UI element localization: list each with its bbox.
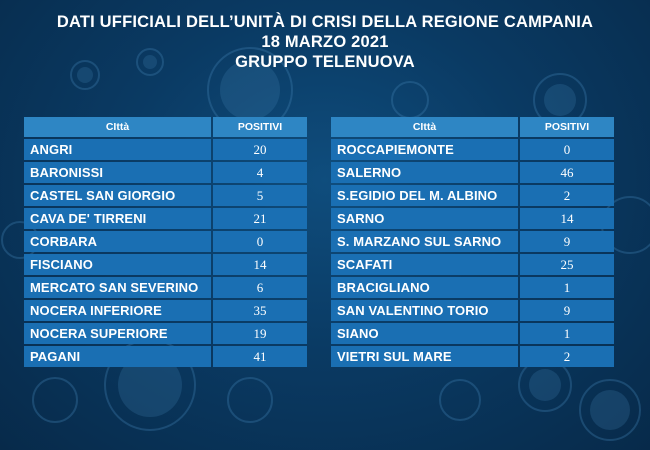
table-row: ANGRI 20 bbox=[24, 139, 307, 160]
city-cell: SAN VALENTINO TORIO bbox=[331, 300, 518, 321]
city-cell: SCAFATI bbox=[331, 254, 518, 275]
table-row: CORBARA 0 bbox=[24, 231, 307, 252]
positives-cell: 19 bbox=[213, 323, 307, 344]
table-row: BRACIGLIANO 1 bbox=[331, 277, 614, 298]
table-row: CASTEL SAN GIORGIO 5 bbox=[24, 185, 307, 206]
virus-particle-icon bbox=[439, 379, 481, 421]
city-cell: VIETRI SUL MARE bbox=[331, 346, 518, 367]
positives-cell: 21 bbox=[213, 208, 307, 229]
positives-cell: 9 bbox=[520, 231, 614, 252]
table-row: NOCERA SUPERIORE 19 bbox=[24, 323, 307, 344]
positives-cell: 2 bbox=[520, 346, 614, 367]
city-cell: S.EGIDIO DEL M. ALBINO bbox=[331, 185, 518, 206]
table-row: SALERNO 46 bbox=[331, 162, 614, 183]
city-cell: PAGANI bbox=[24, 346, 211, 367]
virus-particle-icon bbox=[32, 377, 78, 423]
city-cell: ROCCAPIEMONTE bbox=[331, 139, 518, 160]
column-header-city: CIttà bbox=[331, 117, 518, 137]
city-cell: CASTEL SAN GIORGIO bbox=[24, 185, 211, 206]
page-header: DATI UFFICIALI DELL’UNITÀ DI CRISI DELLA… bbox=[0, 12, 650, 72]
city-cell: MERCATO SAN SEVERINO bbox=[24, 277, 211, 298]
city-cell: BARONISSI bbox=[24, 162, 211, 183]
table-row: BARONISSI 4 bbox=[24, 162, 307, 183]
positives-cell: 1 bbox=[520, 277, 614, 298]
table-row: NOCERA INFERIORE 35 bbox=[24, 300, 307, 321]
table-row: SAN VALENTINO TORIO 9 bbox=[331, 300, 614, 321]
virus-particle-icon bbox=[227, 377, 273, 423]
header-source: GRUPPO TELENUOVA bbox=[235, 53, 415, 71]
city-cell: FISCIANO bbox=[24, 254, 211, 275]
virus-particle-icon bbox=[579, 379, 641, 441]
positives-cell: 46 bbox=[520, 162, 614, 183]
city-cell: SALERNO bbox=[331, 162, 518, 183]
table-header-row: CIttà POSITIVI bbox=[24, 117, 307, 137]
positives-cell: 35 bbox=[213, 300, 307, 321]
table-row: S.EGIDIO DEL M. ALBINO 2 bbox=[331, 185, 614, 206]
virus-particle-icon bbox=[391, 81, 429, 119]
table-header-row: CIttà POSITIVI bbox=[331, 117, 614, 137]
positives-cell: 0 bbox=[213, 231, 307, 252]
positives-cell: 20 bbox=[213, 139, 307, 160]
table-row: PAGANI 41 bbox=[24, 346, 307, 367]
city-cell: BRACIGLIANO bbox=[331, 277, 518, 298]
header-title: DATI UFFICIALI DELL’UNITÀ DI CRISI DELLA… bbox=[56, 13, 594, 31]
header-date: 18 MARZO 2021 bbox=[261, 33, 389, 51]
positives-cell: 0 bbox=[520, 139, 614, 160]
positives-cell: 4 bbox=[213, 162, 307, 183]
city-cell: S. MARZANO SUL SARNO bbox=[331, 231, 518, 252]
city-cell: CORBARA bbox=[24, 231, 211, 252]
column-header-city: CIttà bbox=[24, 117, 211, 137]
positives-cell: 14 bbox=[213, 254, 307, 275]
left-positives-table: CIttà POSITIVI ANGRI 20 BARONISSI 4 CASTEL… bbox=[22, 115, 309, 369]
right-positives-table: CIttà POSITIVI ROCCAPIEMONTE 0 SALERNO 46 … bbox=[329, 115, 616, 369]
city-cell: SARNO bbox=[331, 208, 518, 229]
city-cell: NOCERA INFERIORE bbox=[24, 300, 211, 321]
positives-cell: 5 bbox=[213, 185, 307, 206]
city-cell: SIANO bbox=[331, 323, 518, 344]
positives-cell: 25 bbox=[520, 254, 614, 275]
table-row: ROCCAPIEMONTE 0 bbox=[331, 139, 614, 160]
positives-cell: 14 bbox=[520, 208, 614, 229]
city-cell: NOCERA SUPERIORE bbox=[24, 323, 211, 344]
table-row: S. MARZANO SUL SARNO 9 bbox=[331, 231, 614, 252]
table-row: VIETRI SUL MARE 2 bbox=[331, 346, 614, 367]
column-header-positives: POSITIVI bbox=[520, 117, 614, 137]
table-row: SCAFATI 25 bbox=[331, 254, 614, 275]
table-row: FISCIANO 14 bbox=[24, 254, 307, 275]
table-row: CAVA DE' TIRRENI 21 bbox=[24, 208, 307, 229]
positives-cell: 6 bbox=[213, 277, 307, 298]
table-row: SARNO 14 bbox=[331, 208, 614, 229]
table-row: MERCATO SAN SEVERINO 6 bbox=[24, 277, 307, 298]
city-cell: CAVA DE' TIRRENI bbox=[24, 208, 211, 229]
positives-cell: 41 bbox=[213, 346, 307, 367]
positives-cell: 2 bbox=[520, 185, 614, 206]
table-row: SIANO 1 bbox=[331, 323, 614, 344]
column-header-positives: POSITIVI bbox=[213, 117, 307, 137]
positives-cell: 9 bbox=[520, 300, 614, 321]
city-cell: ANGRI bbox=[24, 139, 211, 160]
positives-cell: 1 bbox=[520, 323, 614, 344]
